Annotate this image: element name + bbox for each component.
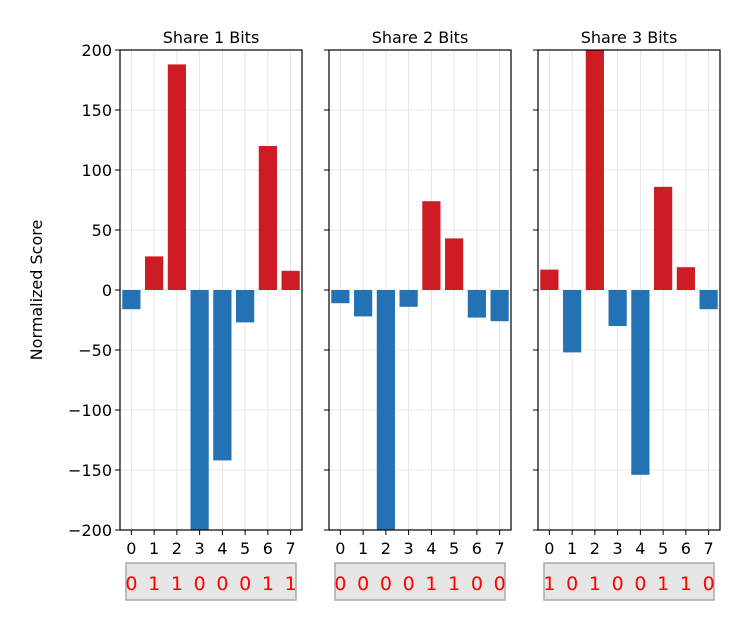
- bars-group: [540, 50, 718, 475]
- x-tick-label: 6: [472, 539, 482, 558]
- x-tick-label: 5: [240, 539, 250, 558]
- bit-digit: 0: [357, 573, 369, 595]
- bit-digit: 0: [612, 573, 624, 595]
- bar: [167, 64, 186, 291]
- bit-digit: 0: [403, 573, 415, 595]
- bar: [354, 290, 373, 317]
- bar: [376, 290, 395, 530]
- x-tick-label: 7: [286, 539, 296, 558]
- bar: [145, 256, 164, 290]
- bit-digit: 0: [216, 573, 228, 595]
- bit-box: [334, 562, 506, 601]
- bar: [236, 290, 255, 323]
- x-tick-label: 5: [658, 539, 668, 558]
- bit-box: [125, 562, 297, 601]
- x-tick-label: 4: [635, 539, 645, 558]
- x-tick-label: 6: [263, 539, 273, 558]
- x-tick-label: 5: [449, 539, 459, 558]
- x-tick-label: 1: [567, 539, 577, 558]
- bar: [654, 186, 673, 290]
- bit-digit: 1: [657, 573, 669, 595]
- x-tick-label: 6: [681, 539, 691, 558]
- bit-digit: 1: [285, 573, 297, 595]
- bar: [540, 269, 559, 290]
- bit-digit: 0: [703, 573, 715, 595]
- y-tick-label: 50: [92, 221, 112, 240]
- bar: [608, 290, 627, 326]
- bit-digit: 0: [239, 573, 251, 595]
- bit-digit: 1: [448, 573, 460, 595]
- y-tick-label: 150: [81, 101, 112, 120]
- bit-digit: 1: [262, 573, 274, 595]
- y-tick-label: −150: [68, 461, 112, 480]
- bit-digit: 0: [494, 573, 506, 595]
- bar: [585, 50, 604, 290]
- x-tick-label: 1: [149, 539, 159, 558]
- panel-title: Share 2 Bits: [372, 28, 469, 47]
- bar: [467, 290, 486, 318]
- x-tick-label: 3: [195, 539, 205, 558]
- panel-title: Share 3 Bits: [581, 28, 678, 47]
- bar: [699, 290, 718, 310]
- bit-digit: 0: [334, 573, 346, 595]
- bit-digit: 1: [425, 573, 437, 595]
- x-tick-label: 4: [426, 539, 436, 558]
- x-tick-label: 7: [495, 539, 505, 558]
- x-tick-label: 2: [590, 539, 600, 558]
- bit-digit: 1: [148, 573, 160, 595]
- bit-digit: 0: [125, 573, 137, 595]
- bar: [422, 201, 441, 290]
- bar: [631, 290, 650, 475]
- bit-digit: 0: [566, 573, 578, 595]
- y-tick-label: 100: [81, 161, 112, 180]
- x-tick-label: 3: [613, 539, 623, 558]
- x-tick-label: 7: [704, 539, 714, 558]
- x-tick-label: 1: [358, 539, 368, 558]
- x-tick-label: 3: [404, 539, 414, 558]
- bar: [122, 290, 141, 310]
- bit-digit: 0: [194, 573, 206, 595]
- bar: [399, 290, 418, 307]
- bit-digit: 0: [471, 573, 483, 595]
- bar: [281, 270, 300, 290]
- x-tick-label: 0: [126, 539, 136, 558]
- bar: [490, 290, 509, 322]
- y-tick-label: −200: [68, 521, 112, 540]
- bit-digit: 1: [589, 573, 601, 595]
- bars-group: [122, 64, 300, 530]
- bit-digit: 1: [171, 573, 183, 595]
- y-axis-label: Normalized Score: [27, 220, 46, 361]
- bar: [258, 146, 277, 290]
- y-tick-label: −100: [68, 401, 112, 420]
- bar: [213, 290, 232, 461]
- bar: [190, 290, 209, 530]
- bit-digit: 1: [680, 573, 692, 595]
- y-tick-label: 0: [102, 281, 112, 300]
- y-tick-label: −50: [78, 341, 112, 360]
- panel-title: Share 1 Bits: [163, 28, 260, 47]
- x-tick-label: 4: [217, 539, 227, 558]
- y-tick-label: 200: [81, 41, 112, 60]
- bar: [331, 290, 350, 304]
- bar: [445, 238, 464, 290]
- x-tick-label: 2: [172, 539, 182, 558]
- bit-digit: 0: [634, 573, 646, 595]
- x-tick-label: 2: [381, 539, 391, 558]
- bit-box: [543, 562, 715, 601]
- bar: [676, 267, 695, 290]
- x-tick-label: 0: [335, 539, 345, 558]
- bar: [563, 290, 582, 353]
- bars-group: [331, 201, 509, 530]
- x-tick-label: 0: [544, 539, 554, 558]
- bit-digit: 0: [380, 573, 392, 595]
- bit-digit: 1: [543, 573, 555, 595]
